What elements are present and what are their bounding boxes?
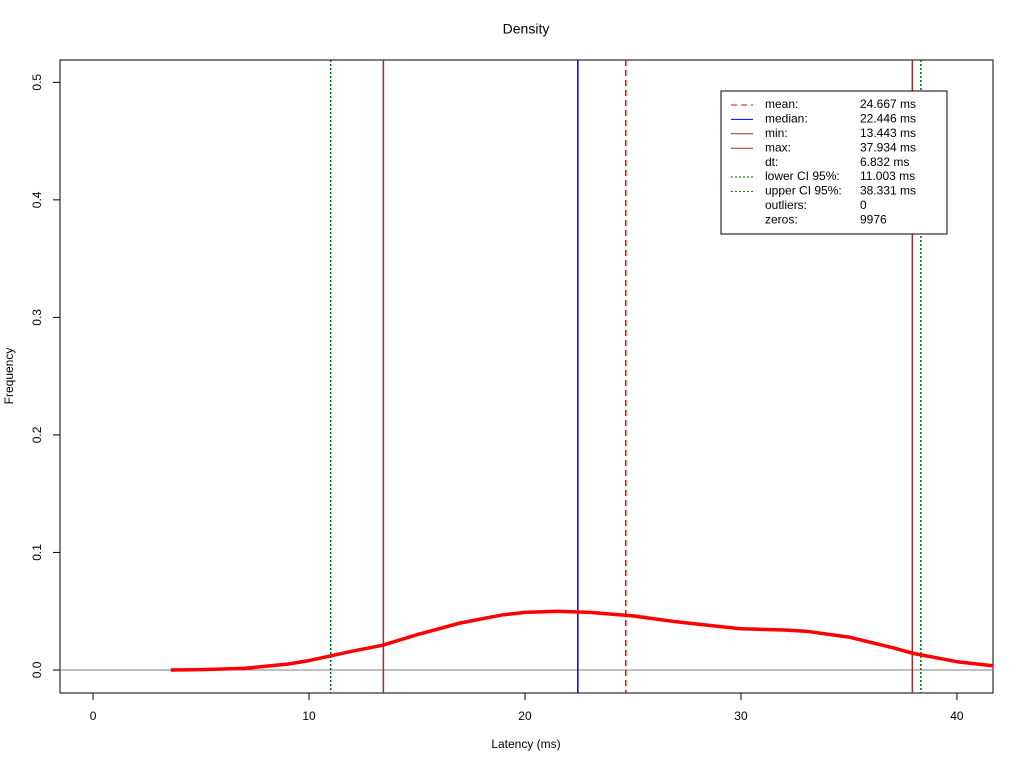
y-tick-label: 0.2 xyxy=(30,426,44,443)
legend-label: min: xyxy=(765,126,788,140)
plot-frame xyxy=(59,59,994,694)
legend-value: 11.003 ms xyxy=(860,169,915,183)
legend-value: 24.667 ms xyxy=(860,97,916,111)
legend-value: 37.934 ms xyxy=(860,140,916,154)
y-tick-label: 0.5 xyxy=(30,74,44,91)
legend-label: upper CI 95%: xyxy=(765,184,842,198)
x-tick-label: 0 xyxy=(90,709,97,723)
legend-label: max: xyxy=(765,140,791,154)
legend-value: 13.443 ms xyxy=(860,126,916,140)
y-tick-label: 0.1 xyxy=(30,544,44,561)
legend-value: 6.832 ms xyxy=(860,155,909,169)
density-curve xyxy=(170,609,994,672)
legend-value: 9976 xyxy=(860,212,887,226)
legend-label: median: xyxy=(765,112,808,126)
legend-value: 0 xyxy=(860,198,867,212)
y-tick-label: 0.0 xyxy=(30,661,44,678)
legend-label: dt: xyxy=(765,155,778,169)
legend-value: 22.446 ms xyxy=(860,112,916,126)
legend-box xyxy=(720,90,948,235)
x-axis-label: Latency (ms) xyxy=(491,737,560,751)
x-tick-label: 10 xyxy=(302,709,316,723)
chart-title: Density xyxy=(503,21,550,37)
legend-label: outliers: xyxy=(765,198,807,212)
y-tick-label: 0.3 xyxy=(30,309,44,326)
y-tick-label: 0.4 xyxy=(30,191,44,208)
legend-label: lower CI 95%: xyxy=(765,169,840,183)
legend-label: mean: xyxy=(765,97,798,111)
legend-label: zeros: xyxy=(765,212,798,226)
y-axis-label: Frequency xyxy=(2,348,16,405)
x-tick-label: 20 xyxy=(518,709,532,723)
x-tick-label: 40 xyxy=(950,709,964,723)
legend-value: 38.331 ms xyxy=(860,184,916,198)
x-tick-label: 30 xyxy=(734,709,748,723)
